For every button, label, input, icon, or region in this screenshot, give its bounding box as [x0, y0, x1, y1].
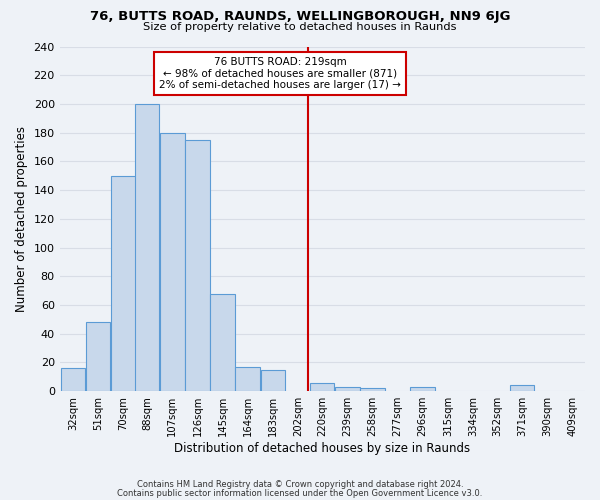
Bar [260, 370, 286, 391]
Bar [135, 104, 160, 391]
Y-axis label: Number of detached properties: Number of detached properties [15, 126, 28, 312]
Bar [86, 322, 110, 391]
Bar [235, 367, 260, 391]
Bar [61, 368, 85, 391]
Text: Contains HM Land Registry data © Crown copyright and database right 2024.: Contains HM Land Registry data © Crown c… [137, 480, 463, 489]
Bar [410, 387, 435, 391]
Text: 76 BUTTS ROAD: 219sqm
← 98% of detached houses are smaller (871)
2% of semi-deta: 76 BUTTS ROAD: 219sqm ← 98% of detached … [160, 57, 401, 90]
Bar [160, 132, 185, 391]
Bar [210, 294, 235, 391]
Bar [360, 388, 385, 391]
Bar [111, 176, 136, 391]
Text: Size of property relative to detached houses in Raunds: Size of property relative to detached ho… [143, 22, 457, 32]
Bar [310, 382, 334, 391]
X-axis label: Distribution of detached houses by size in Raunds: Distribution of detached houses by size … [174, 442, 470, 455]
Text: 76, BUTTS ROAD, RAUNDS, WELLINGBOROUGH, NN9 6JG: 76, BUTTS ROAD, RAUNDS, WELLINGBOROUGH, … [90, 10, 510, 23]
Bar [509, 386, 535, 391]
Bar [185, 140, 210, 391]
Text: Contains public sector information licensed under the Open Government Licence v3: Contains public sector information licen… [118, 488, 482, 498]
Bar [335, 387, 359, 391]
